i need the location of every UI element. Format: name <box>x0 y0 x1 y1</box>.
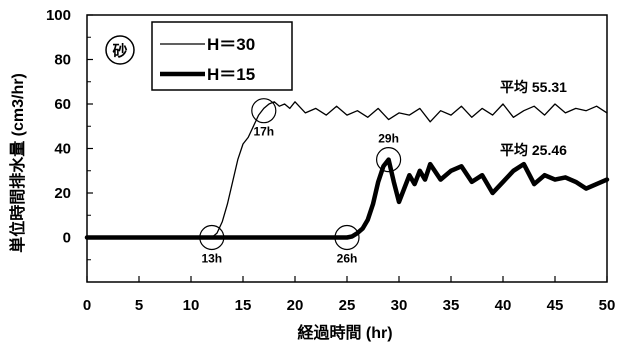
annotation-label: 13h <box>201 252 222 266</box>
series-line-h30 <box>86 101 608 239</box>
x-axis-label: 経過時間 (hr) <box>297 323 392 342</box>
x-tick-label: 50 <box>599 297 616 314</box>
y-tick-label: 20 <box>54 185 71 202</box>
x-tick-label: 40 <box>495 297 512 314</box>
x-tick-label: 10 <box>183 297 200 314</box>
x-tick-label: 15 <box>235 297 252 314</box>
annotation-circle <box>376 147 402 173</box>
legend-label-h15: H＝15 <box>207 65 255 84</box>
x-tick-label: 45 <box>547 297 564 314</box>
annotation-circle <box>199 224 225 251</box>
average-label: 平均 25.46 <box>500 142 567 158</box>
y-tick-label: 100 <box>46 7 71 24</box>
legend-box <box>151 21 293 91</box>
annotation-label: 26h <box>337 252 358 266</box>
average-labels: 平均 55.31 平均 25.46 <box>500 79 567 158</box>
panel-label: 砂 <box>112 42 127 60</box>
annotation-circle <box>251 98 277 124</box>
y-tick-label: 60 <box>54 96 71 113</box>
annotation-label: 29h <box>378 132 399 146</box>
x-tick-label: 25 <box>339 297 356 314</box>
panel-label-circle <box>105 35 135 65</box>
y-axis-label: 単位時間排水量 (cm3/hr) <box>8 73 27 253</box>
average-label: 平均 55.31 <box>500 79 567 95</box>
y-tick-label: 80 <box>54 52 71 69</box>
annotation-label: 17h <box>253 125 274 139</box>
series-line-h15 <box>84 157 610 240</box>
plot-frame <box>86 14 608 283</box>
x-tick-label: 5 <box>135 297 143 314</box>
x-tick-label: 0 <box>83 297 91 314</box>
x-tick-label: 30 <box>391 297 408 314</box>
y-tick-label: 40 <box>54 141 71 158</box>
x-tick-label: 20 <box>287 297 304 314</box>
y-tick-label: 0 <box>63 230 71 247</box>
x-tick-label: 35 <box>443 297 460 314</box>
y-tick-labels: 0 20 40 60 80 100 <box>46 7 71 247</box>
plot-area <box>84 14 610 283</box>
x-tick-labels: 0 5 10 15 20 25 30 35 40 45 50 <box>83 297 616 314</box>
annotations: 13h 17h 26h 29h <box>199 98 402 266</box>
annotation-circle <box>334 224 360 251</box>
legend-label-h30: H＝30 <box>207 35 255 54</box>
